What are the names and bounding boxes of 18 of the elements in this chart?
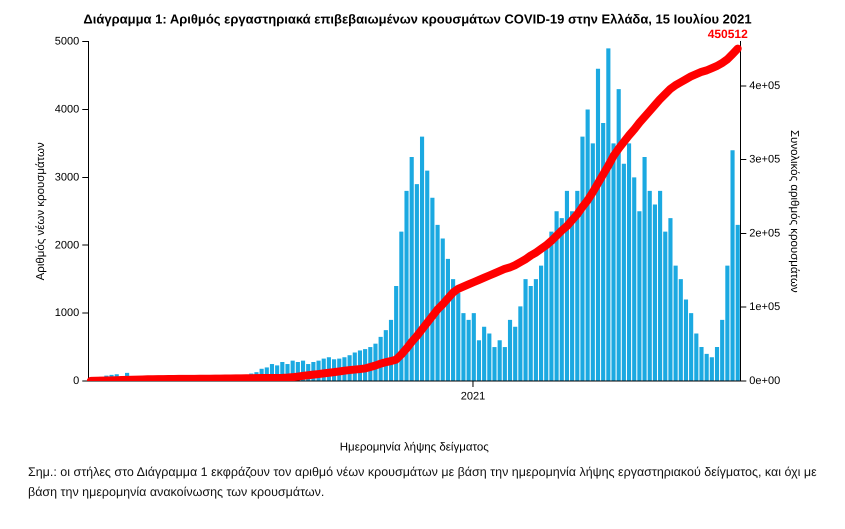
y2-tick-label: 3e+05 (749, 154, 780, 166)
y2-tick-label: 4e+05 (749, 80, 780, 92)
y-tick-label: 1000 (54, 307, 80, 320)
data-label: 450512 (708, 26, 748, 41)
text: 2021 (460, 390, 486, 403)
y-axis-title: Αριθμός νέων κρουσμάτων (35, 142, 48, 280)
y-tick-label: 3000 (54, 171, 80, 184)
y2-tick-label: 1e+05 (749, 301, 780, 314)
y-tick-label: 5000 (54, 36, 80, 48)
chart-title: Διάγραμμα 1: Αριθμός εργαστηριακά επιβεβαιωμένων κρουσμάτων COVID-19 στην Ελλάδα, 15 Ιουλίου 2021 (83, 11, 752, 26)
y2-tick-label: 2e+05 (749, 227, 780, 240)
y-tick-label: 0 (73, 375, 80, 388)
y-tick-label: 4000 (54, 104, 80, 116)
text: Σημ.: οι στήλες στο Διάγραμμα 1 εκφράζουν τον αριθμό νέων κρουσμάτων με βάση την ημερομηνία λήψης εργαστηριακού δείγματος, και όχι με βάση την ημερομηνία ανακοίνωσης των κρουσμάτων. (28, 464, 818, 501)
x-axis-title: Ημερομηνία λήψης δείγματος (340, 441, 490, 454)
y-tick-label: 2000 (54, 239, 80, 252)
y2-tick-label: 0e+00 (749, 375, 780, 388)
y2-axis-title: Συνολικός αριθμός κρουσμάτων (788, 130, 800, 293)
